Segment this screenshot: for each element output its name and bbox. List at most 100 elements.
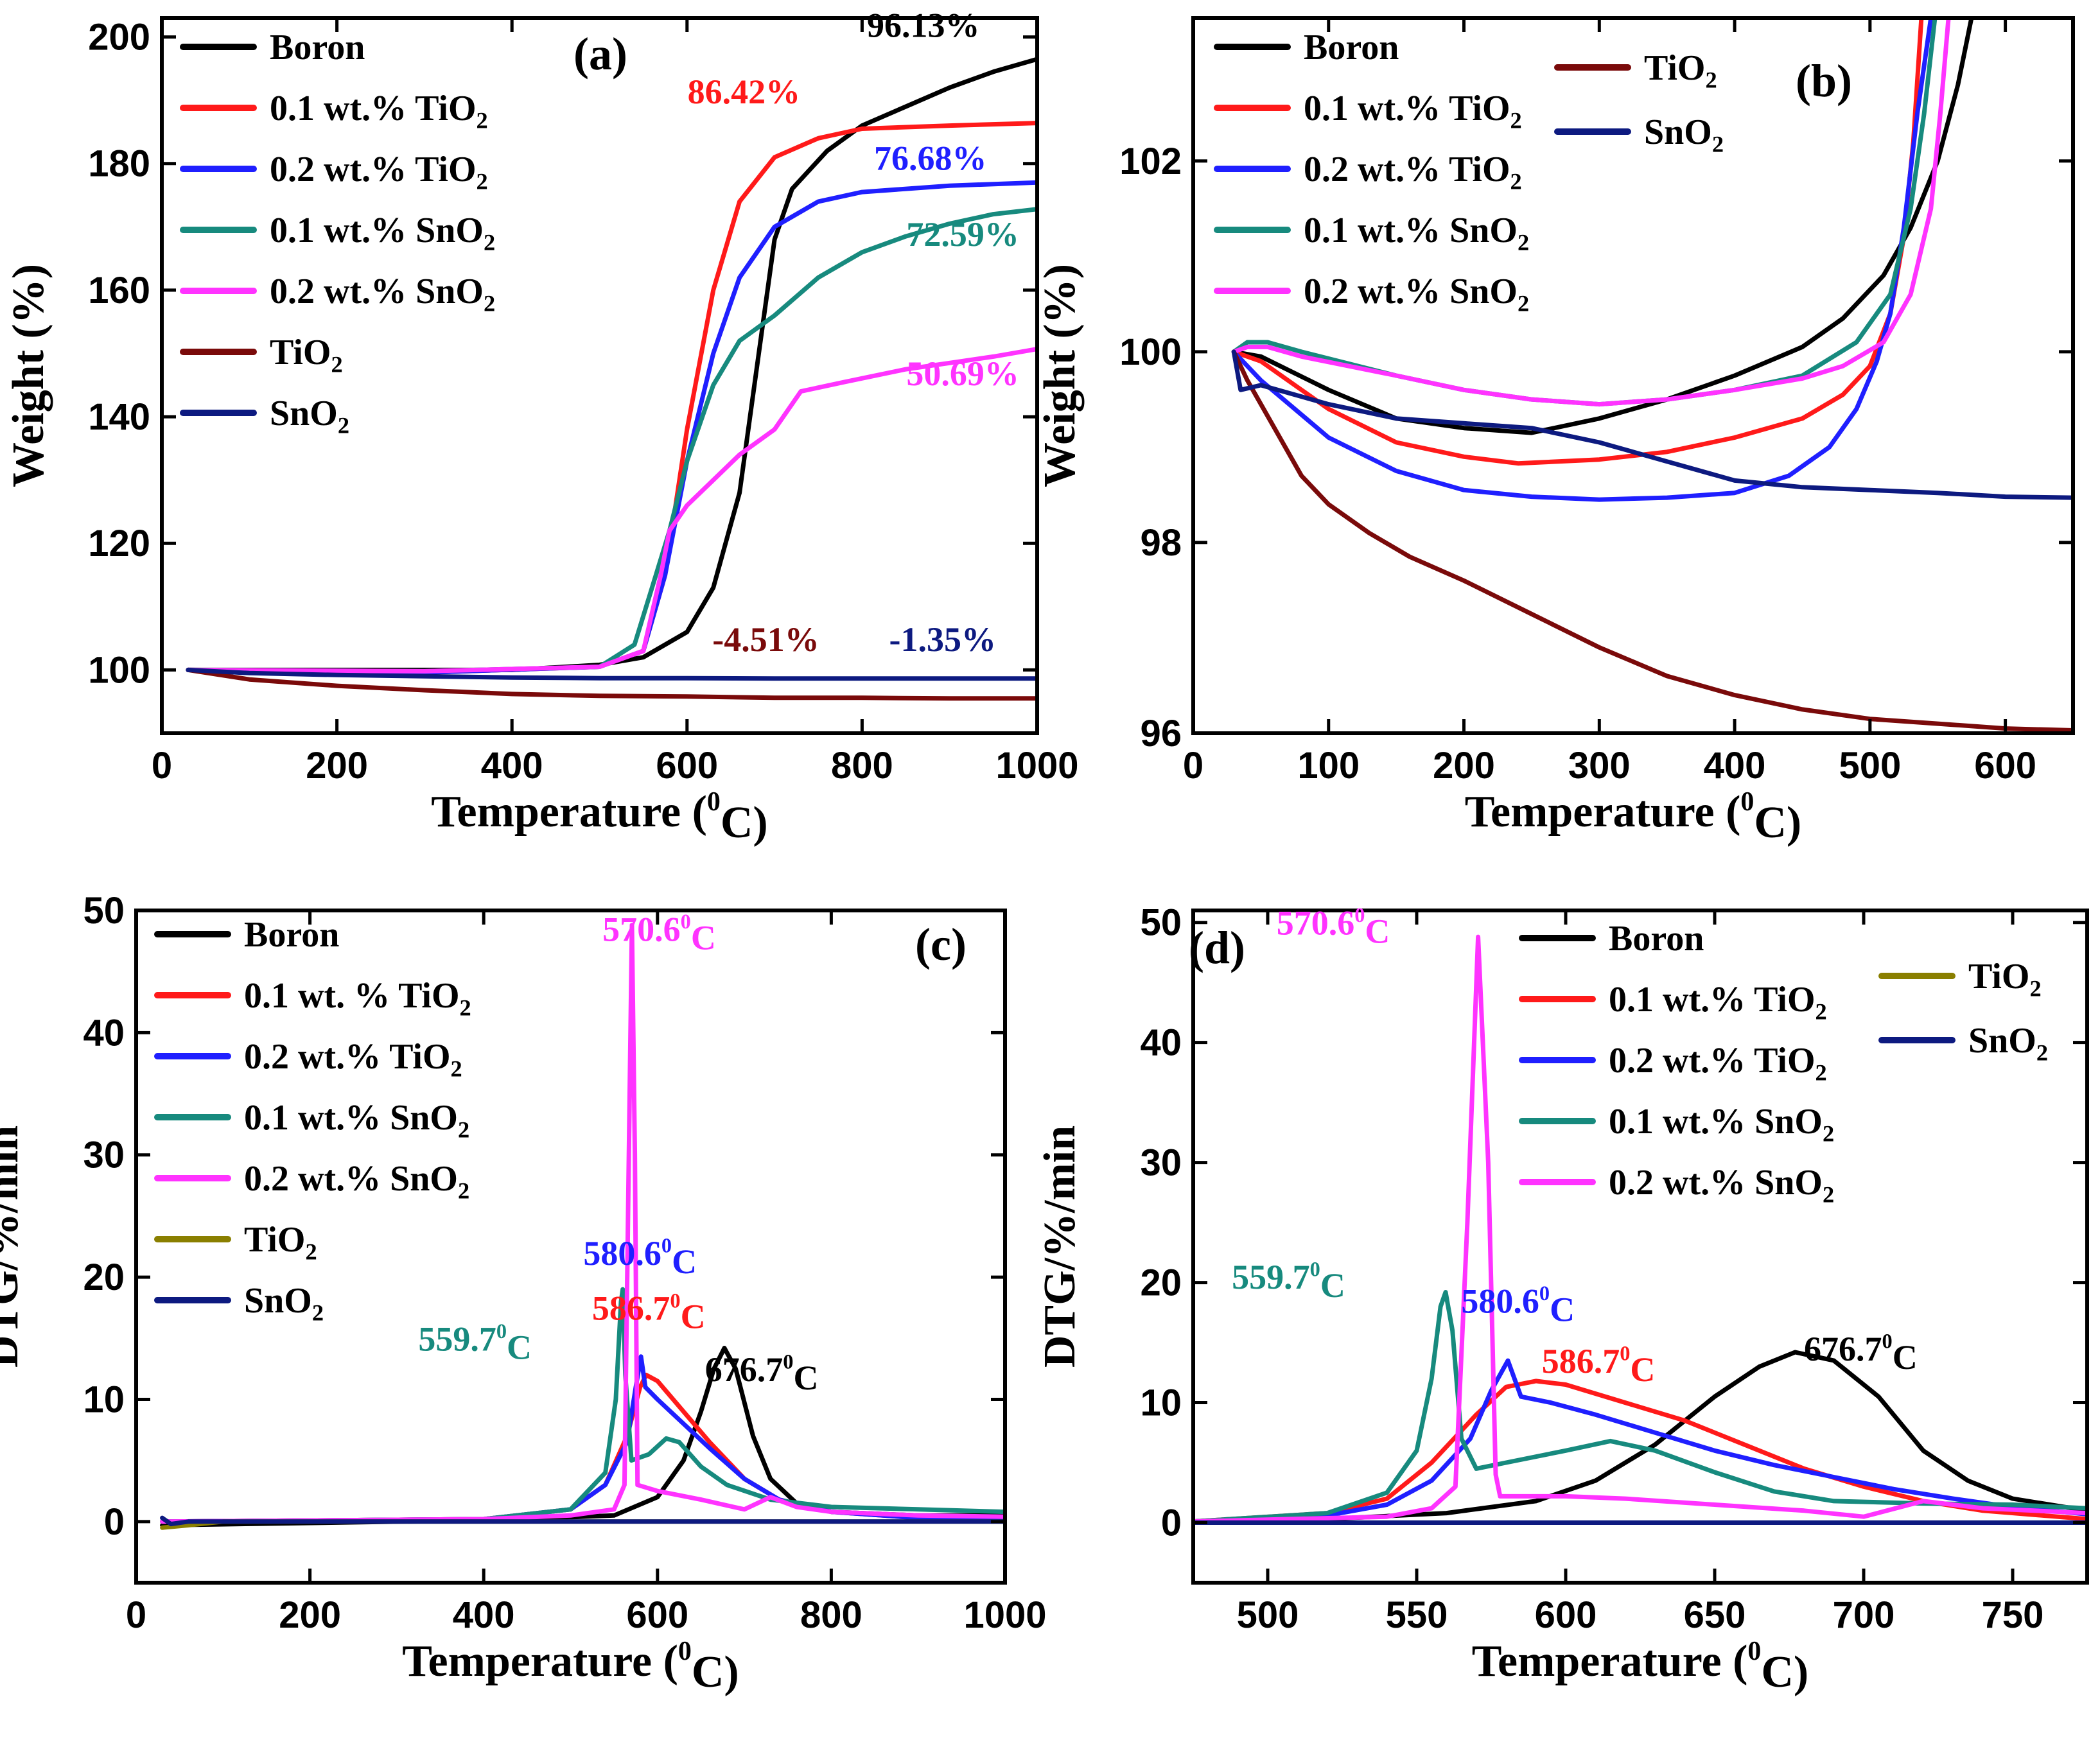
x-tick-label: 1000 [995, 745, 1078, 787]
y-tick-label: 40 [1140, 1022, 1182, 1064]
legend-label: 0.2 wt.% SnO2​ [244, 1159, 469, 1204]
legend-label: 0.1 wt.% TiO2​ [270, 89, 488, 134]
peak-annotation: 570.60C [1277, 903, 1390, 950]
y-tick-label: 30 [1140, 1142, 1182, 1184]
x-axis-title: Temperature (0C) [431, 787, 768, 848]
series-line-tio2 [1231, 349, 2073, 733]
legend-label: 0.2 wt.% TiO2​ [270, 150, 488, 195]
peak-annotation: 676.70C [1804, 1330, 1918, 1377]
legend-label: 0.2 wt.% SnO2​ [1609, 1163, 1834, 1208]
series-line-sno2 [1231, 349, 2073, 500]
x-tick-label: 600 [626, 1594, 688, 1636]
series-line-boron [1231, 18, 1974, 435]
y-tick-label: 0 [1161, 1502, 1182, 1544]
peak-annotation: 580.60C [1461, 1282, 1575, 1328]
x-tick-label: 300 [1568, 745, 1631, 787]
y-axis-title: Weight (%) [1035, 264, 1085, 487]
series-line-0-1-wt-sno2 [160, 1287, 1005, 1524]
x-tick-label: 100 [1297, 745, 1360, 787]
x-tick-label: 400 [1704, 745, 1766, 787]
x-tick-label: 400 [453, 1594, 515, 1636]
legend-label: TiO2​ [270, 333, 343, 378]
y-tick-label: 160 [88, 270, 150, 311]
y-tick-label: 96 [1140, 713, 1182, 754]
x-axis-title: Temperature (0C) [1465, 787, 1802, 848]
x-tick-label: 0 [126, 1594, 146, 1636]
x-tick-label: 750 [1982, 1594, 2044, 1636]
x-tick-label: 0 [1183, 745, 1203, 787]
peak-annotation: 86.42% [688, 73, 801, 111]
y-tick-label: 100 [1119, 331, 1182, 373]
series-line-0-1-wt-sno2 [1193, 1290, 2087, 1524]
panel-label: (b) [1796, 55, 1852, 107]
plot-frame [160, 16, 1039, 735]
x-tick-label: 800 [800, 1594, 862, 1636]
y-tick-label: 10 [83, 1379, 125, 1420]
y-tick-label: 20 [83, 1257, 125, 1298]
series-line-0-1-wt-sno2 [186, 207, 1037, 674]
legend-label: 0.2 wt.% SnO2​ [270, 272, 495, 317]
panel-label: (a) [573, 28, 627, 80]
peak-annotation: 559.70C [418, 1319, 532, 1366]
series-group [160, 923, 1005, 1530]
series-line-0-2-wt-sno2 [1193, 934, 2087, 1524]
panel-a: 0 200 400 600 800 1000 100 120 140 160 180 200 Tempe… [4, 6, 1079, 848]
x-tick-label: 600 [1974, 745, 2036, 787]
peak-annotation: 72.59% [906, 215, 1019, 254]
x-tick-label: 500 [1839, 745, 1901, 787]
y-tick-label: 100 [88, 649, 150, 691]
legend-label: SnO2​ [270, 394, 349, 439]
x-tick-label: 700 [1833, 1594, 1895, 1636]
x-tick-label: 400 [481, 745, 543, 787]
legend-label: SnO2​ [1968, 1021, 2048, 1066]
peak-annotation: -1.35% [889, 620, 996, 659]
series-line-tio2 [186, 667, 1037, 701]
y-tick-label: 30 [83, 1135, 125, 1176]
panel-c: 0 200 400 600 800 1000 0 10 20 30 40 50 Temperature … [0, 890, 1047, 1697]
x-axis-title: Temperature (0C) [1472, 1637, 1809, 1697]
peak-annotation: 50.69% [906, 354, 1019, 393]
x-tick-label: 650 [1684, 1594, 1746, 1636]
series-line-sno2 [186, 667, 1037, 681]
y-tick-label: 98 [1140, 522, 1182, 564]
x-tick-label: 600 [1535, 1594, 1597, 1636]
legend-label: Boron [244, 915, 339, 955]
series-line-0-1-wt-tio2 [1193, 1379, 2087, 1524]
x-tick-label: 0 [152, 745, 172, 787]
y-axis-title: DTG/%/min [0, 1126, 28, 1368]
y-tick-label: 102 [1119, 141, 1182, 182]
peak-annotation: 676.70C [705, 1350, 819, 1397]
legend-label: SnO2​ [244, 1281, 324, 1326]
x-tick-label: 800 [831, 745, 893, 787]
series-line-0-2-wt-sno2 [186, 347, 1037, 674]
legend-label: 0.2 wt.% TiO2​ [1304, 150, 1522, 195]
peak-annotation: 76.68% [874, 139, 987, 178]
legend-label: 0.1 wt.% SnO2​ [244, 1098, 469, 1143]
peak-annotation: 570.60C [602, 910, 716, 957]
x-tick-label: 500 [1237, 1594, 1299, 1636]
legend-label: 0.2 wt.% TiO2​ [1609, 1041, 1827, 1086]
y-axis-title: DTG/%/min [1035, 1126, 1085, 1368]
x-axis-title: Temperature (0C) [402, 1637, 739, 1697]
y-tick-label: 120 [88, 523, 150, 564]
legend-label: Boron [270, 28, 365, 67]
plot-frame [1191, 16, 2075, 735]
series-group [186, 57, 1037, 701]
series-line-0-2-wt-sno2 [1231, 18, 1951, 407]
legend-label: 0.2 wt.% SnO2​ [1304, 272, 1529, 317]
legend-label: 0.1 wt.% SnO2​ [1304, 211, 1529, 256]
x-tick-label: 200 [1433, 745, 1495, 787]
legend-label: 0.2 wt.% TiO2​ [244, 1037, 462, 1082]
y-tick-label: 180 [88, 143, 150, 185]
peak-annotation: 559.70C [1232, 1258, 1345, 1305]
x-tick-label: 550 [1386, 1594, 1448, 1636]
y-tick-label: 50 [83, 890, 125, 932]
y-tick-label: 200 [88, 17, 150, 58]
legend-label: TiO2​ [1968, 957, 2042, 1002]
legend-label: 0.1 wt.% TiO2​ [1304, 89, 1522, 134]
series-group [1193, 934, 2087, 1525]
legend-label: TiO2​ [244, 1220, 317, 1265]
legend-label: 0.1 wt.% TiO2​ [1609, 980, 1827, 1025]
panel-label: (d) [1189, 922, 1245, 973]
